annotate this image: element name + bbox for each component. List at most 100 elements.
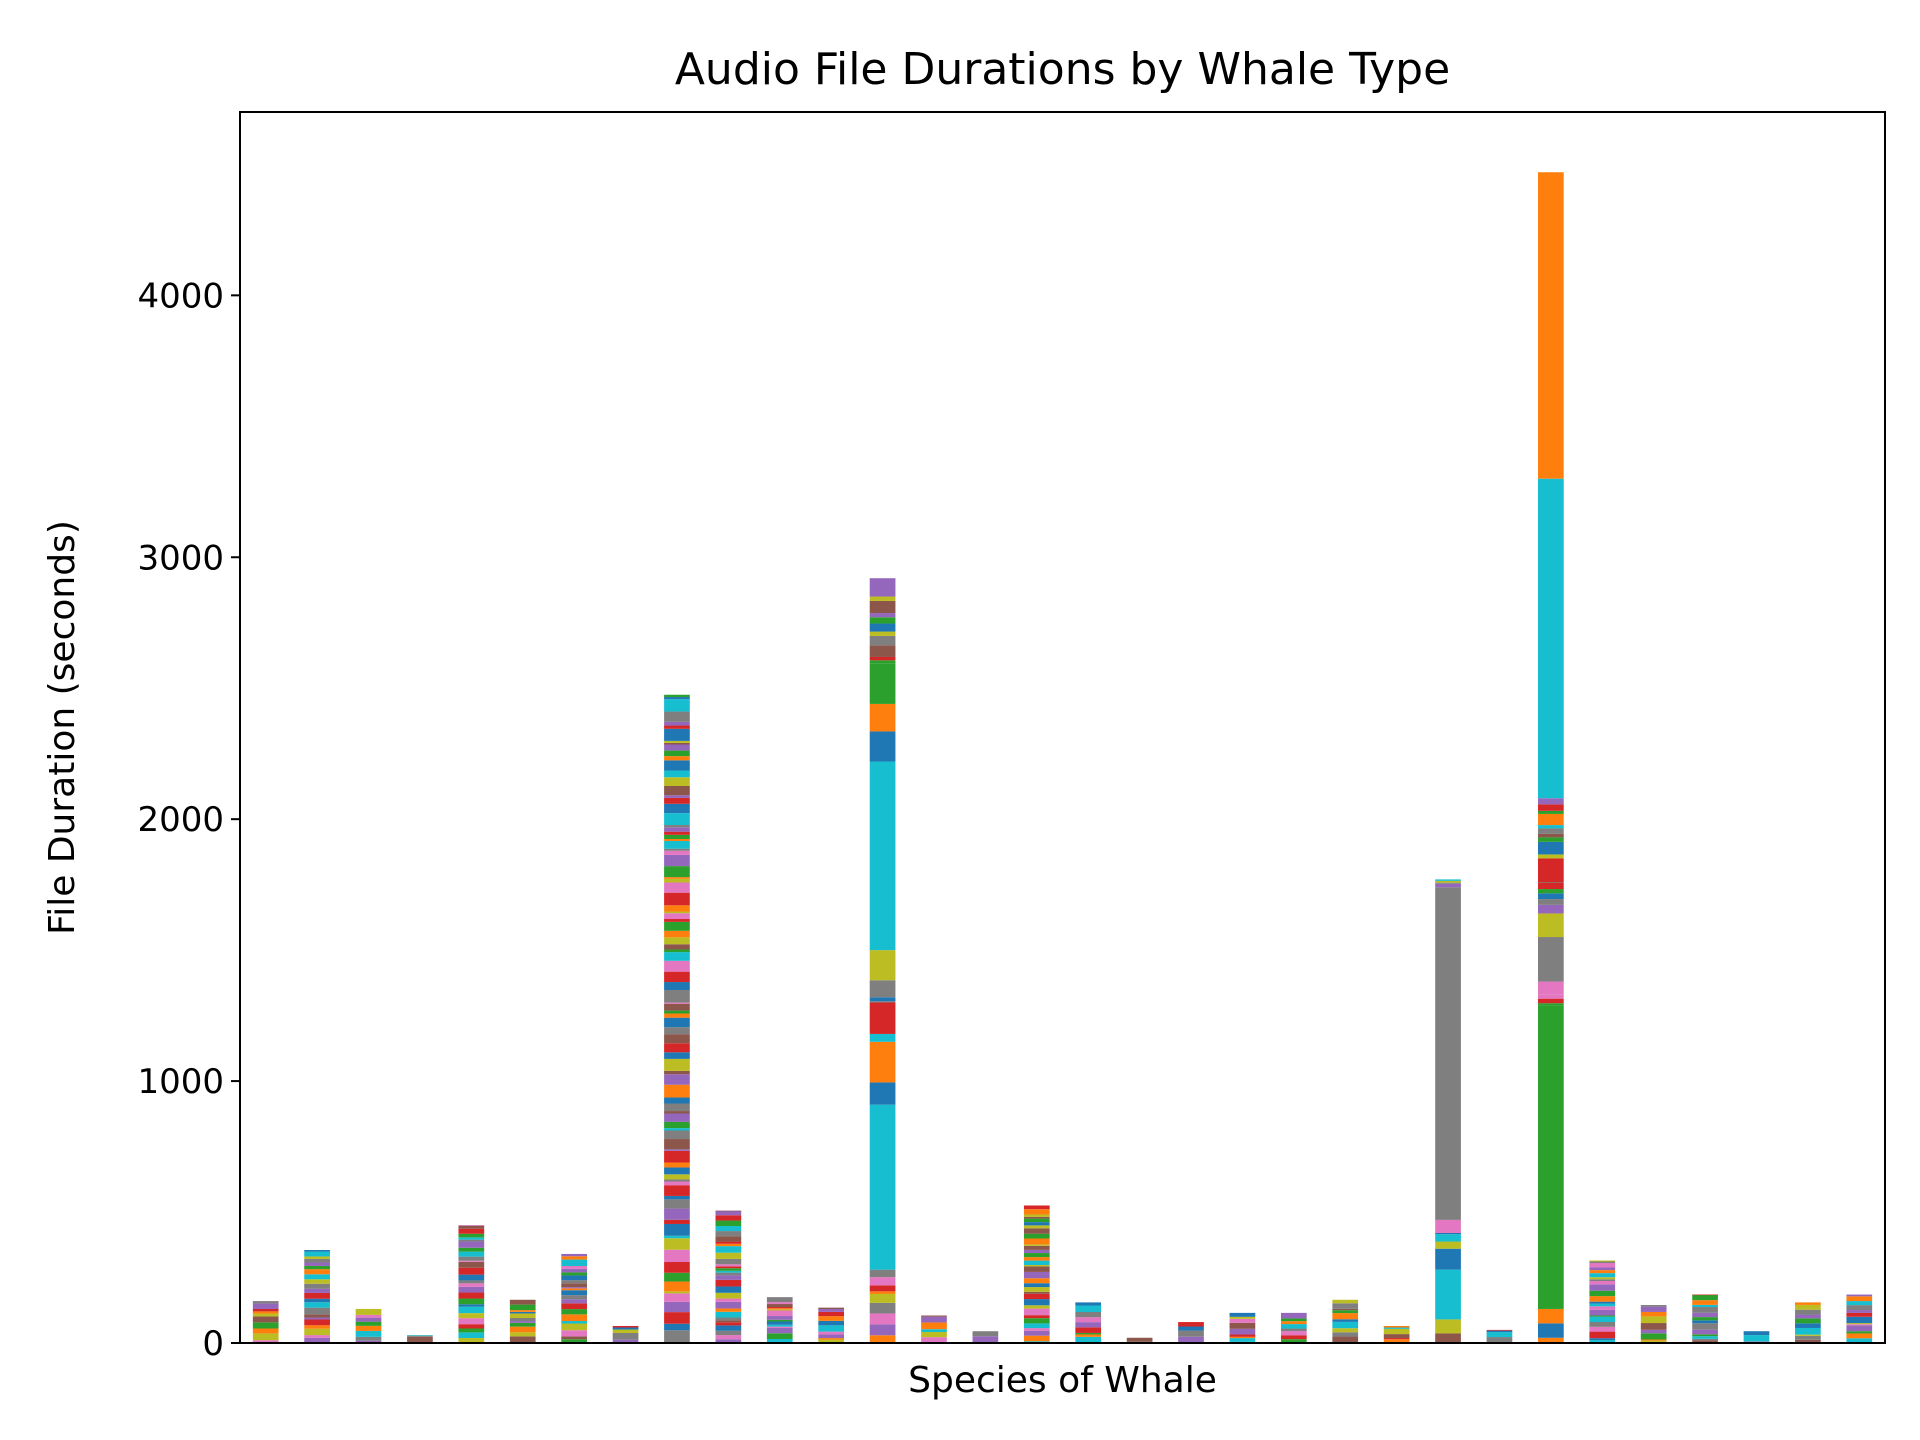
bar-stack (252, 1301, 279, 1343)
bar-segment (818, 1316, 845, 1321)
bar-segment (664, 1312, 690, 1324)
bar-segment (664, 913, 690, 920)
bar-segment (1023, 1330, 1050, 1336)
bar-segment (1589, 1316, 1616, 1323)
bar-segment (664, 1139, 690, 1150)
bar-segment (304, 1319, 330, 1326)
bar-segment (1640, 1323, 1667, 1330)
y-tick-label: 0 (202, 1324, 224, 1364)
bar-segment (1538, 833, 1564, 838)
bar-segment (458, 1239, 485, 1242)
bar-segment (252, 1328, 279, 1334)
bar-segment (1692, 1338, 1718, 1341)
bar-segment (664, 831, 690, 835)
bar-segment (1846, 1316, 1873, 1324)
bar-segment (664, 721, 690, 726)
bar-segment (664, 786, 690, 796)
bar-segment (869, 1082, 896, 1105)
bar-segment (1435, 1332, 1461, 1334)
bar-segment (869, 600, 896, 614)
bar-stack (1178, 1322, 1204, 1343)
bar-segment (458, 1283, 485, 1287)
bar-segment (1075, 1334, 1102, 1337)
bar-segment (664, 1238, 690, 1250)
bar-stack (509, 1299, 536, 1343)
bar-segment (715, 1270, 742, 1273)
bar-segment (715, 1258, 742, 1265)
bar-segment (664, 1167, 690, 1175)
bar-segment (1486, 1332, 1513, 1338)
bar-stack (766, 1297, 793, 1343)
bar-stack (1795, 1302, 1821, 1343)
bar-segment (664, 813, 690, 826)
bar-segment (715, 1231, 742, 1237)
bar-segment (355, 1314, 382, 1318)
bar-segment (921, 1337, 947, 1343)
bar-segment (458, 1261, 485, 1268)
bar-segment (664, 1293, 690, 1302)
bar-segment (1692, 1304, 1718, 1308)
bar-segment (715, 1279, 742, 1287)
bar-segment (869, 980, 896, 998)
bar-segment (1846, 1305, 1873, 1311)
bar-segment (252, 1303, 279, 1309)
bar-segment (458, 1225, 485, 1229)
bar-segment (1229, 1334, 1256, 1337)
bar-segment (252, 1308, 279, 1312)
bar-segment (458, 1256, 485, 1261)
bar-segment (1846, 1294, 1873, 1297)
bar-segment (1178, 1336, 1204, 1343)
bar-segment (766, 1327, 793, 1334)
bar-segment (1280, 1335, 1307, 1340)
bar-segment (664, 1291, 690, 1294)
bar-stack (1075, 1302, 1102, 1343)
bar-segment (715, 1246, 742, 1253)
bar-segment (1023, 1260, 1050, 1265)
bar-segment (715, 1298, 742, 1302)
bar-segment (1383, 1338, 1410, 1340)
bar-segment (458, 1228, 485, 1234)
bar-segment (1435, 1219, 1461, 1233)
bar-segment (355, 1325, 382, 1331)
bar-segment (1435, 1333, 1461, 1343)
bar-segment (458, 1318, 485, 1325)
bar-stack (1589, 1260, 1616, 1343)
bar-segment (458, 1274, 485, 1281)
bar-segment (304, 1292, 330, 1299)
bar-segment (1692, 1294, 1718, 1296)
bar-segment (664, 990, 690, 1003)
bar-segment (869, 1324, 896, 1336)
bar-segment (1023, 1293, 1050, 1300)
x-axis-label: Species of Whale (908, 1360, 1217, 1401)
bar-segment (664, 1174, 690, 1180)
bar-stack (304, 1250, 330, 1343)
bar-segment (1023, 1323, 1050, 1329)
bar-segment (869, 1302, 896, 1314)
bar-segment (458, 1251, 485, 1257)
bar-segment (1795, 1339, 1821, 1343)
bar-segment (304, 1265, 330, 1270)
bar-segment (304, 1274, 330, 1280)
bar-segment (1178, 1322, 1204, 1327)
bar-segment (1435, 887, 1461, 1220)
bar-segment (1229, 1338, 1256, 1342)
bar-segment (715, 1335, 742, 1340)
bar-segment (1795, 1334, 1821, 1336)
bar-segment (1075, 1327, 1102, 1333)
bar-segment (715, 1339, 742, 1343)
bar-segment (1023, 1228, 1050, 1234)
y-axis: 0 1000 2000 3000 4000 (137, 276, 240, 1364)
bar-segment (664, 1052, 690, 1059)
bar-segment (1538, 937, 1564, 982)
bar-segment (664, 1103, 690, 1112)
bar-segment (664, 770, 690, 778)
bar-segment (664, 1013, 690, 1018)
bar-segment (561, 1266, 587, 1269)
bar-segment (1743, 1331, 1770, 1336)
bar-segment (1692, 1312, 1718, 1318)
bar-segment (766, 1339, 793, 1343)
bar-segment (561, 1280, 587, 1284)
bar-segment (1640, 1340, 1667, 1343)
bar-segment (612, 1329, 639, 1333)
bar-segment (664, 1113, 690, 1122)
